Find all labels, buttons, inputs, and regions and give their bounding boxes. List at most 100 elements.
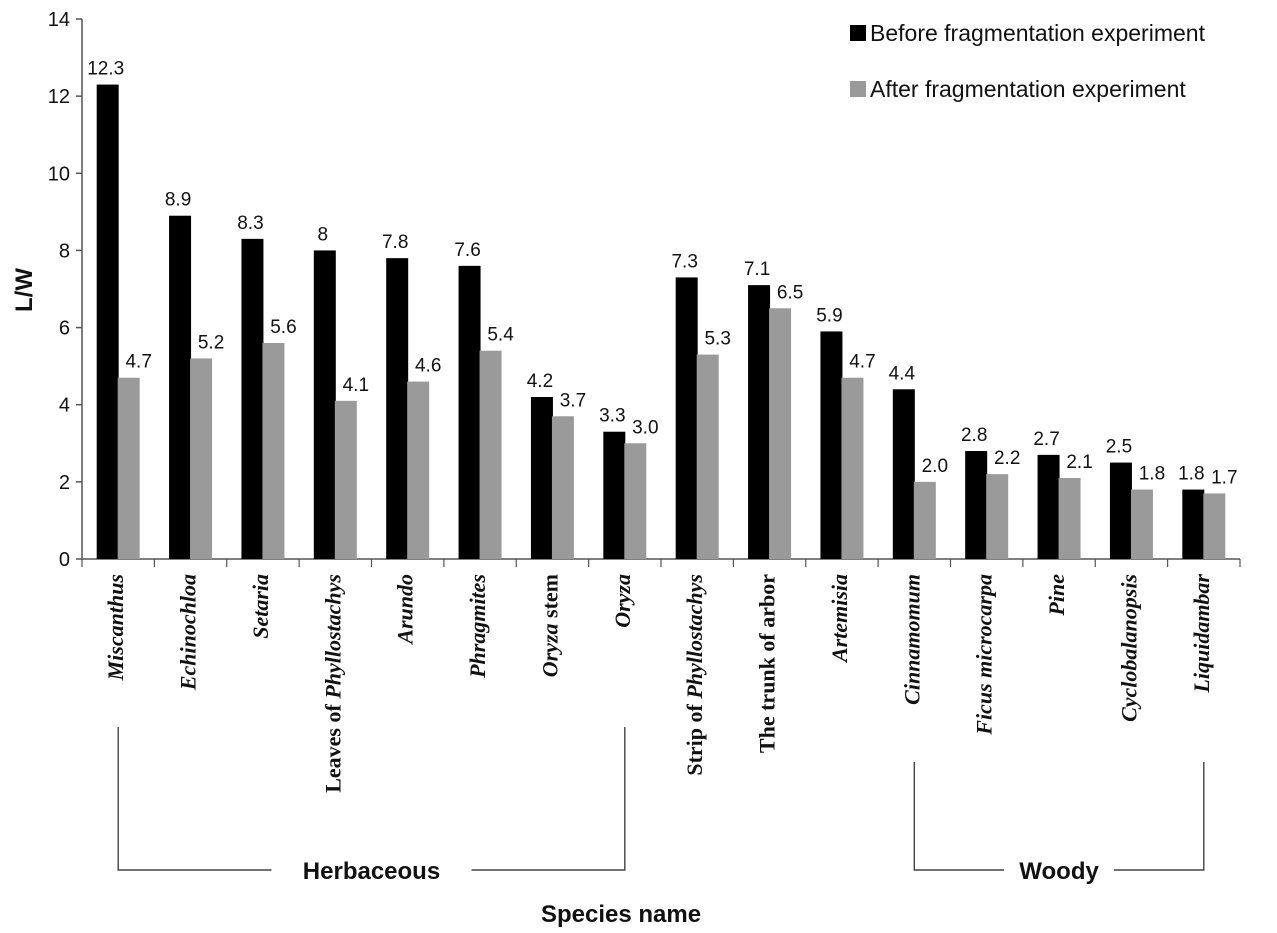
category-label: Cyclobalanopsis	[1116, 574, 1141, 722]
category-label-part: Phyllostachys	[682, 574, 707, 700]
category-label: Phragmites	[465, 574, 490, 679]
category-label-part: Cyclobalanopsis	[1116, 574, 1141, 722]
bar-before	[530, 397, 553, 559]
category-label-part: Artemisia	[827, 574, 852, 664]
category-label: Liquidambar	[1189, 574, 1214, 694]
data-label-after: 4.7	[849, 352, 875, 373]
bar-before	[96, 84, 119, 560]
bar-before	[1037, 454, 1060, 559]
legend-swatch-after	[850, 81, 866, 97]
bar-after	[117, 377, 140, 559]
bar-after	[841, 377, 864, 559]
data-label-before: 7.1	[744, 259, 770, 280]
bar-after	[986, 474, 1009, 559]
category-label: Strip of Phyllostachys	[682, 574, 707, 776]
data-label-after: 3.0	[632, 417, 658, 438]
bar-before	[748, 285, 771, 559]
bar-before	[386, 258, 409, 559]
bar-after	[769, 308, 792, 559]
bar-before	[603, 431, 626, 559]
bar-before	[313, 250, 336, 559]
data-label-before: 5.9	[816, 305, 842, 326]
x-axis-title: Species name	[541, 901, 701, 928]
bars	[96, 84, 1226, 560]
data-label-after: 1.8	[1139, 464, 1165, 485]
category-label-part: Phragmites	[465, 574, 490, 679]
y-tick-label: 12	[48, 86, 70, 108]
bar-before	[965, 451, 988, 559]
bar-after	[913, 481, 936, 559]
category-label-part: Pine	[1044, 574, 1069, 617]
category-label: Echinochloa	[176, 574, 201, 691]
category-label: The trunk of arbor	[755, 574, 780, 753]
bar-before	[675, 277, 698, 559]
bar-before	[169, 215, 192, 559]
category-label: Oryza	[610, 574, 635, 628]
bar-before	[241, 238, 264, 559]
bar-after	[190, 358, 213, 559]
bar-before	[892, 389, 915, 559]
group-brackets: Herbaceous Woody	[117, 727, 1205, 885]
data-label-after: 2.2	[994, 448, 1020, 469]
category-label-part: The trunk of arbor	[755, 574, 780, 753]
data-label-after: 5.4	[487, 325, 514, 346]
data-label-after: 2.1	[1066, 452, 1092, 473]
category-label: Setaria	[248, 574, 273, 639]
data-label-after: 5.3	[704, 329, 730, 350]
group-bracket-left	[913, 762, 1005, 871]
bar-before	[1109, 462, 1132, 559]
bar-after	[262, 343, 285, 559]
y-tick-label: 2	[59, 472, 70, 494]
bar-after	[1058, 478, 1081, 559]
data-label-before: 8.3	[237, 213, 263, 234]
category-label: Ficus microcarpa	[972, 574, 997, 736]
bar-before	[820, 331, 843, 559]
group-label-woody: Woody	[1019, 858, 1099, 885]
bar-after	[1130, 489, 1153, 559]
y-tick-label: 14	[48, 9, 70, 31]
bar-after	[1203, 493, 1226, 559]
data-label-before: 2.8	[961, 425, 987, 446]
group-bracket-right	[1114, 762, 1205, 871]
data-label-after: 6.5	[777, 282, 803, 303]
category-labels: Miscanthus Echinochloa Setaria Leaves of Ph…	[103, 574, 1214, 793]
category-label-part: stem	[537, 574, 562, 623]
y-tick-label: 8	[59, 240, 70, 262]
legend-label-after: After fragmentation experiment	[870, 76, 1186, 102]
bar-after	[696, 354, 719, 559]
bar-after	[551, 416, 574, 559]
data-label-after: 1.7	[1211, 467, 1237, 488]
data-label-after: 4.6	[415, 356, 441, 377]
data-label-before: 1.8	[1178, 464, 1204, 485]
data-label-before: 8	[318, 224, 329, 245]
y-tick-label: 4	[59, 395, 70, 417]
category-label-part: Liquidambar	[1189, 574, 1214, 694]
bar-before	[458, 265, 481, 559]
data-label-before: 4.4	[889, 363, 916, 384]
data-label-before: 2.5	[1106, 437, 1132, 458]
category-label-part: Phyllostachys	[320, 574, 345, 700]
group-label-herbaceous: Herbaceous	[303, 858, 440, 885]
category-label: Leaves of Phyllostachys	[320, 574, 345, 793]
data-label-before: 8.9	[165, 190, 191, 211]
category-label-part: Echinochloa	[176, 574, 201, 691]
bar-after	[334, 400, 357, 559]
bar-before	[1182, 489, 1205, 559]
category-label-part: Strip of	[682, 699, 707, 776]
category-label-part: Oryza	[537, 623, 562, 677]
data-label-after: 5.6	[270, 317, 296, 338]
bar-after	[407, 381, 430, 559]
data-label-after: 5.2	[198, 332, 224, 353]
data-label-after: 2.0	[922, 456, 948, 477]
legend: Before fragmentation experiment After fra…	[850, 20, 1206, 102]
data-label-before: 2.7	[1033, 429, 1059, 450]
category-label-part: Arundo	[393, 574, 418, 646]
category-label-part: Leaves of	[320, 699, 345, 793]
data-label-after: 3.7	[560, 390, 586, 411]
y-axis-title: L/W	[11, 268, 38, 312]
category-label-part: Miscanthus	[103, 574, 128, 681]
category-label: Arundo	[393, 574, 418, 646]
y-tick-label: 0	[59, 549, 70, 571]
